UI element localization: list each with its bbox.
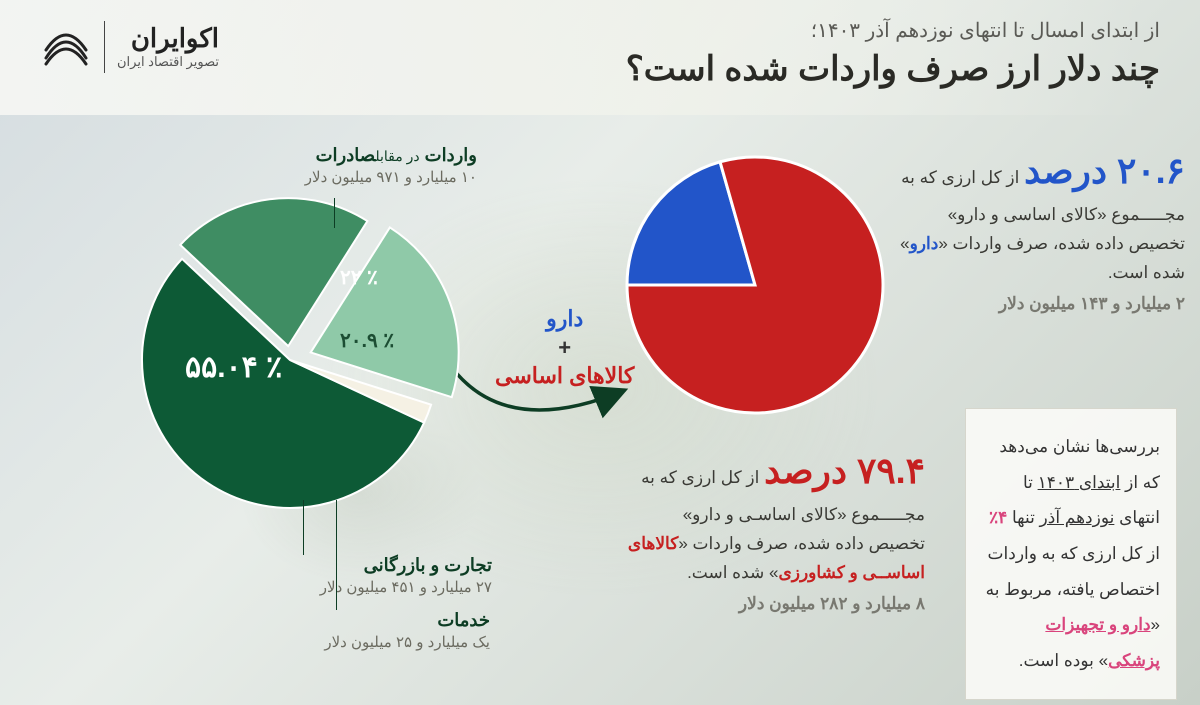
callout-imports-vs-exports: واردات در مقابلصادرات ۱۰ میلیارد و ۹۷۱ م… bbox=[242, 145, 477, 186]
logo-block: اکوایران تصویر اقتصاد ایران bbox=[40, 18, 219, 75]
brand-icon bbox=[40, 18, 92, 75]
right-pie-chart bbox=[625, 155, 885, 415]
header-bar: از ابتدای امسال تا انتهای نوزدهم آذر ۱۴۰… bbox=[0, 0, 1200, 115]
left-pie-label-209: ۲۰.۹ ٪ bbox=[340, 328, 394, 353]
left-pie-label-22: ۲۲ ٪ bbox=[340, 265, 378, 290]
leader-line bbox=[303, 500, 304, 555]
title-eyebrow: از ابتدای امسال تا انتهای نوزدهم آذر ۱۴۰… bbox=[626, 18, 1160, 43]
stat-bottom-pct: ۷۹.۴ درصد bbox=[764, 450, 925, 491]
leader-line bbox=[336, 500, 337, 610]
stat-bottom: ۷۹.۴ درصد از کل ارزی که به مجـــــموع «ک… bbox=[625, 440, 925, 614]
title-main: چند دلار ارز صرف واردات شده است؟ bbox=[626, 51, 1160, 88]
left-pie-label-big: ۵۵.۰۴ ٪ bbox=[185, 350, 282, 385]
logo-divider bbox=[104, 21, 105, 73]
stat-top-pct: ۲۰.۶ درصد bbox=[1024, 150, 1185, 191]
stat-top: ۲۰.۶ درصد از کل ارزی که به مجـــــموع «ک… bbox=[895, 140, 1185, 314]
callout-services: خدمات یک میلیارد و ۲۵ میلیون دلار bbox=[300, 610, 490, 651]
sidebar-note: بررسی‌ها نشان می‌دهد که از ابتدای ۱۴۰۳ ت… bbox=[965, 408, 1177, 700]
callout-trade: تجارت و بازرگانی ۲۷ میلیارد و ۴۵۱ میلیون… bbox=[272, 555, 492, 596]
center-label: دارو + کالاهای اساسی bbox=[495, 305, 634, 391]
brand-subtitle: تصویر اقتصاد ایران bbox=[117, 54, 219, 70]
stat-bottom-amount: ۸ میلیارد و ۲۸۲ میلیون دلار bbox=[625, 594, 925, 614]
title-block: از ابتدای امسال تا انتهای نوزدهم آذر ۱۴۰… bbox=[626, 18, 1160, 88]
stat-top-amount: ۲ میلیارد و ۱۴۳ میلیون دلار bbox=[895, 294, 1185, 314]
leader-line bbox=[334, 198, 335, 228]
brand-name: اکوایران bbox=[117, 23, 219, 54]
